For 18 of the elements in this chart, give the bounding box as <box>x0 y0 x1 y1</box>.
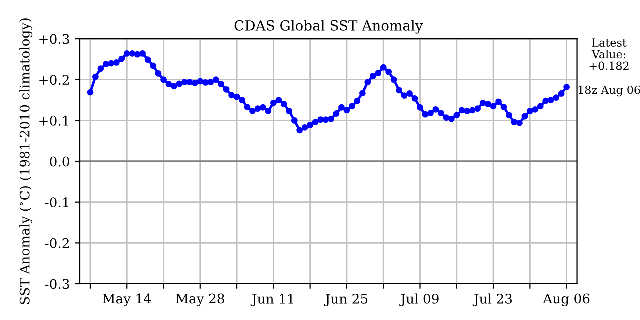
y-tick-label: +0.1 <box>40 116 68 126</box>
y-tick-label: -0.2 <box>45 238 69 248</box>
x-tick-label: Jul 23 <box>472 294 512 306</box>
y-tick-label: 0.0 <box>50 156 70 167</box>
x-tick-label: May 14 <box>102 294 152 306</box>
x-tick-label: Jul 09 <box>400 294 439 306</box>
x-tick-label: Jun 25 <box>324 294 368 306</box>
x-tick-label: Jun 11 <box>250 294 294 306</box>
y-tick-label: -0.3 <box>45 279 70 290</box>
x-tick-label: May 28 <box>176 294 224 306</box>
text: 18z Aug 06 <box>578 86 640 97</box>
y-tick-label: +0.3 <box>40 34 70 44</box>
x-tick-label: Aug 06 <box>543 294 590 306</box>
chart-title: CDAS Global SST Anomaly <box>234 20 424 34</box>
y-axis-title: SST Anomaly ($^{∘}$C) (1981-2010 climatology) <box>20 18 33 304</box>
y-tick-label: +0.2 <box>40 75 69 86</box>
text: Latest Value: +0.182 <box>590 38 629 70</box>
y-tick-label: -0.1 <box>45 198 68 208</box>
